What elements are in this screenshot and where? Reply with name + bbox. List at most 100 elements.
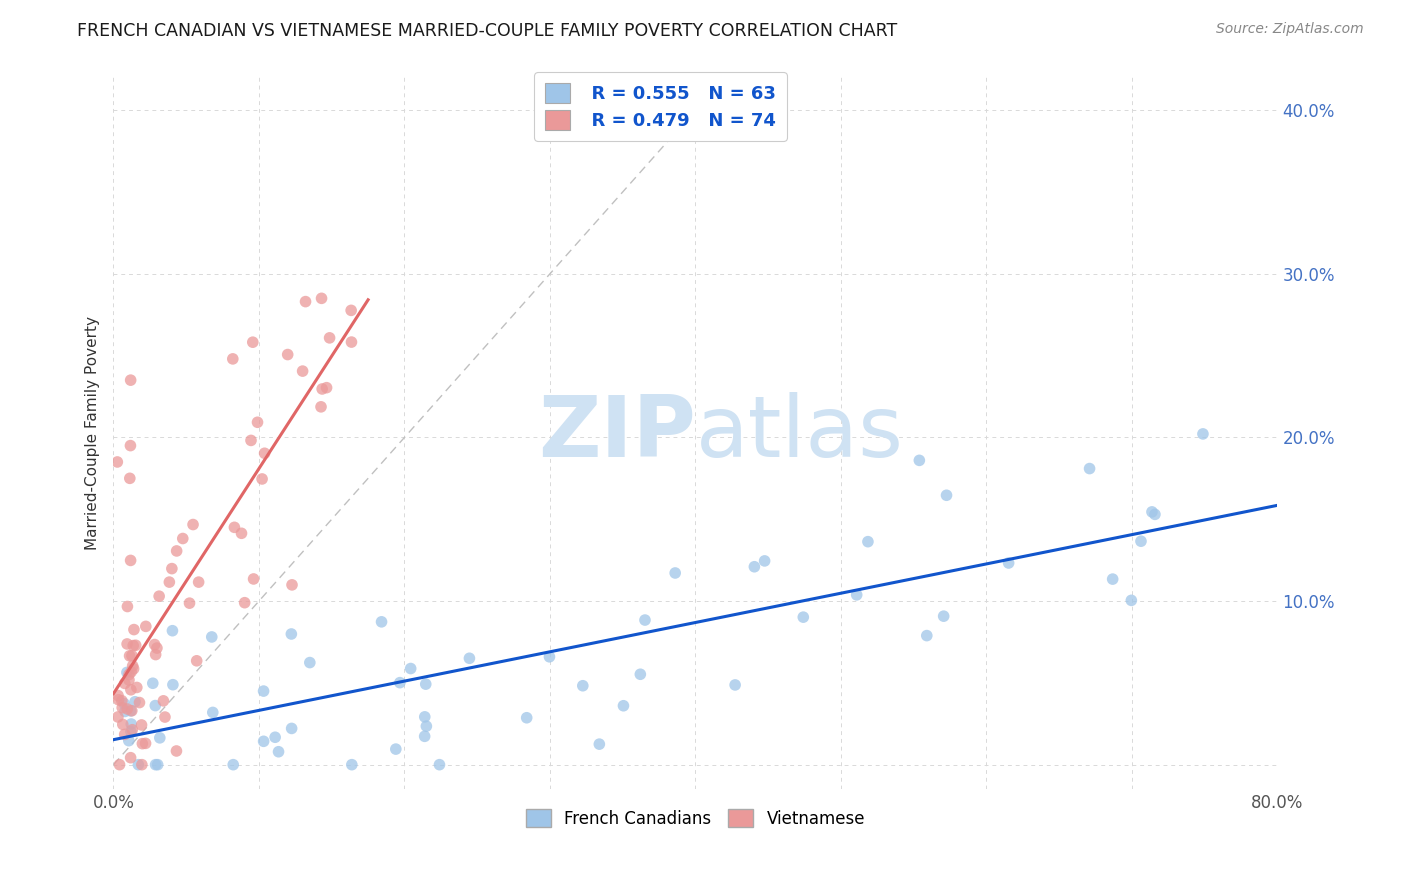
- Point: [114, 705, 136, 719]
- Point: [131, 737, 153, 751]
- Point: [856, 534, 879, 549]
- Point: [932, 609, 955, 624]
- Point: [135, 736, 157, 750]
- Point: [143, 698, 166, 713]
- Point: [120, 373, 142, 387]
- Point: [128, 696, 150, 710]
- Point: [253, 446, 276, 460]
- Point: [744, 559, 766, 574]
- Point: [122, 639, 145, 653]
- Point: [413, 710, 436, 724]
- Point: [112, 697, 135, 711]
- Point: [370, 615, 392, 629]
- Point: [413, 729, 436, 743]
- Point: [240, 434, 263, 448]
- Point: [120, 682, 142, 697]
- Point: [318, 331, 340, 345]
- Text: FRENCH CANADIAN VS VIETNAMESE MARRIED-COUPLE FAMILY POVERTY CORRELATION CHART: FRENCH CANADIAN VS VIETNAMESE MARRIED-CO…: [77, 22, 897, 40]
- Point: [120, 439, 142, 453]
- Point: [311, 382, 333, 396]
- Point: [172, 532, 194, 546]
- Point: [107, 710, 129, 724]
- Point: [145, 757, 167, 772]
- Point: [122, 623, 145, 637]
- Point: [121, 658, 143, 673]
- Point: [146, 757, 169, 772]
- Point: [120, 665, 142, 679]
- Point: [120, 724, 142, 739]
- Point: [538, 649, 561, 664]
- Point: [280, 722, 302, 736]
- Point: [179, 596, 201, 610]
- Point: [415, 677, 437, 691]
- Point: [908, 453, 931, 467]
- Point: [252, 734, 274, 748]
- Point: [122, 662, 145, 676]
- Point: [131, 718, 153, 732]
- Point: [125, 638, 148, 652]
- Point: [114, 676, 136, 690]
- Point: [291, 364, 314, 378]
- Point: [415, 719, 437, 733]
- Point: [280, 627, 302, 641]
- Point: [105, 455, 128, 469]
- Point: [143, 638, 166, 652]
- Point: [612, 698, 634, 713]
- Point: [148, 589, 170, 603]
- Point: [224, 520, 246, 534]
- Point: [162, 678, 184, 692]
- Point: [142, 676, 165, 690]
- Point: [153, 710, 176, 724]
- Point: [298, 656, 321, 670]
- Point: [1130, 534, 1153, 549]
- Point: [628, 667, 651, 681]
- Point: [399, 661, 422, 675]
- Point: [146, 641, 169, 656]
- Point: [149, 731, 172, 745]
- Point: [385, 742, 408, 756]
- Point: [388, 675, 411, 690]
- Point: [340, 303, 363, 318]
- Point: [231, 526, 253, 541]
- Point: [246, 415, 269, 429]
- Point: [845, 588, 868, 602]
- Point: [107, 689, 129, 703]
- Point: [242, 572, 264, 586]
- Point: [186, 654, 208, 668]
- Point: [340, 334, 363, 349]
- Point: [277, 347, 299, 361]
- Point: [121, 704, 143, 718]
- Point: [181, 517, 204, 532]
- Point: [120, 750, 142, 764]
- Point: [120, 717, 142, 731]
- Point: [754, 554, 776, 568]
- Point: [1121, 593, 1143, 607]
- Legend: French Canadians, Vietnamese: French Canadians, Vietnamese: [519, 803, 872, 834]
- Point: [340, 757, 363, 772]
- Point: [1140, 505, 1163, 519]
- Point: [118, 471, 141, 485]
- Point: [222, 351, 245, 366]
- Point: [125, 681, 148, 695]
- Point: [915, 629, 938, 643]
- Point: [107, 692, 129, 706]
- Point: [120, 704, 142, 718]
- Point: [145, 648, 167, 662]
- Point: [114, 727, 136, 741]
- Point: [997, 556, 1019, 570]
- Point: [121, 723, 143, 737]
- Point: [294, 294, 316, 309]
- Point: [252, 684, 274, 698]
- Point: [588, 737, 610, 751]
- Point: [264, 731, 287, 745]
- Y-axis label: Married-Couple Family Poverty: Married-Couple Family Poverty: [86, 317, 100, 550]
- Point: [664, 566, 686, 580]
- Text: ZIP: ZIP: [537, 392, 696, 475]
- Point: [429, 757, 451, 772]
- Point: [162, 624, 184, 638]
- Point: [1101, 572, 1123, 586]
- Point: [111, 694, 134, 708]
- Point: [187, 575, 209, 590]
- Point: [117, 702, 139, 716]
- Point: [309, 400, 332, 414]
